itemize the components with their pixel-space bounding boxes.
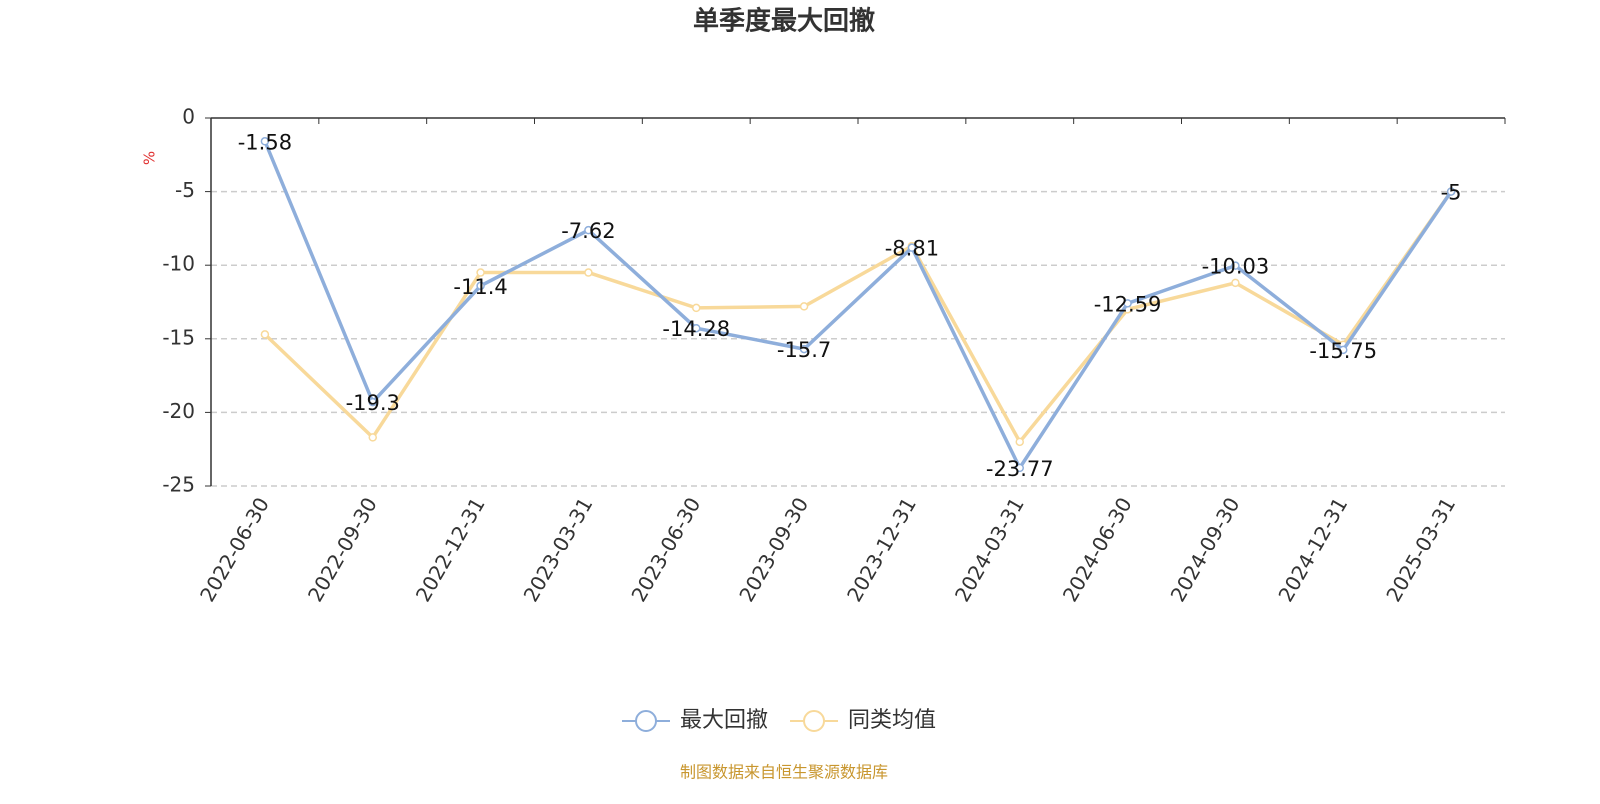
x-tick-label: 2022-12-31 <box>411 493 490 606</box>
data-label: -8.81 <box>885 237 939 261</box>
point <box>799 302 809 311</box>
x-tick-label: 2022-06-30 <box>195 493 274 606</box>
y-tick-label: -15 <box>162 325 195 349</box>
point <box>368 397 377 407</box>
data-label: -23.77 <box>986 457 1054 481</box>
x-tick-label: 2024-03-31 <box>950 493 1029 606</box>
y-tick-label: -10 <box>162 252 195 276</box>
data-label: -19.3 <box>346 391 400 415</box>
point <box>476 281 485 291</box>
point <box>1015 463 1024 473</box>
data-label: -11.4 <box>453 275 507 299</box>
y-axis-label: % <box>141 151 159 165</box>
point <box>260 137 270 146</box>
x-tick-label: 2023-09-30 <box>734 493 813 606</box>
x-tick-label: 2022-09-30 <box>303 493 382 606</box>
point <box>692 303 701 313</box>
point <box>799 344 809 354</box>
data-label: -1.58 <box>238 130 292 154</box>
point <box>1231 261 1240 270</box>
x-tick-label: 2023-03-31 <box>519 493 598 606</box>
x-tick-label: 2023-12-31 <box>842 493 921 606</box>
legend-label: 最大回撤 <box>680 708 768 733</box>
x-tick-label: 2024-12-31 <box>1273 493 1352 606</box>
legend-marker <box>803 710 826 732</box>
series-line <box>263 140 1453 472</box>
point <box>1123 299 1132 308</box>
point <box>1446 187 1456 196</box>
y-tick-label: -25 <box>162 473 195 497</box>
legend-item[interactable]: 最大回撤 <box>622 708 768 733</box>
point <box>907 243 917 252</box>
point <box>1015 437 1024 447</box>
data-label: -10.03 <box>1202 255 1270 279</box>
data-label: -5 <box>1441 181 1462 205</box>
point <box>476 268 485 277</box>
point <box>584 225 593 235</box>
chart-title: 单季度最大回撤 <box>693 6 875 37</box>
source-note: 制图数据来自恒生聚源数据库 <box>680 763 888 782</box>
point <box>692 323 701 333</box>
legend-item[interactable]: 同类均值 <box>790 708 936 733</box>
series-line <box>263 190 1453 445</box>
y-tick-label: -5 <box>175 178 195 202</box>
y-tick-label: -20 <box>162 399 195 423</box>
data-label: -12.59 <box>1094 292 1162 316</box>
x-tick-label: 2023-06-30 <box>626 493 705 606</box>
point <box>584 268 593 277</box>
point <box>260 330 270 339</box>
data-label: -15.75 <box>1309 339 1377 363</box>
y-tick-label: 0 <box>182 105 195 129</box>
data-label: -14.28 <box>662 317 730 341</box>
point <box>368 433 377 442</box>
legend-label: 同类均值 <box>848 708 936 733</box>
legend-marker <box>635 710 657 732</box>
point <box>1231 278 1240 288</box>
x-tick-label: 2024-06-30 <box>1058 493 1137 606</box>
x-tick-label: 2025-03-31 <box>1381 493 1460 606</box>
point <box>1339 345 1348 355</box>
data-label: -7.62 <box>561 219 615 243</box>
x-tick-label: 2024-09-30 <box>1166 493 1245 606</box>
data-label: -15.7 <box>777 338 831 362</box>
